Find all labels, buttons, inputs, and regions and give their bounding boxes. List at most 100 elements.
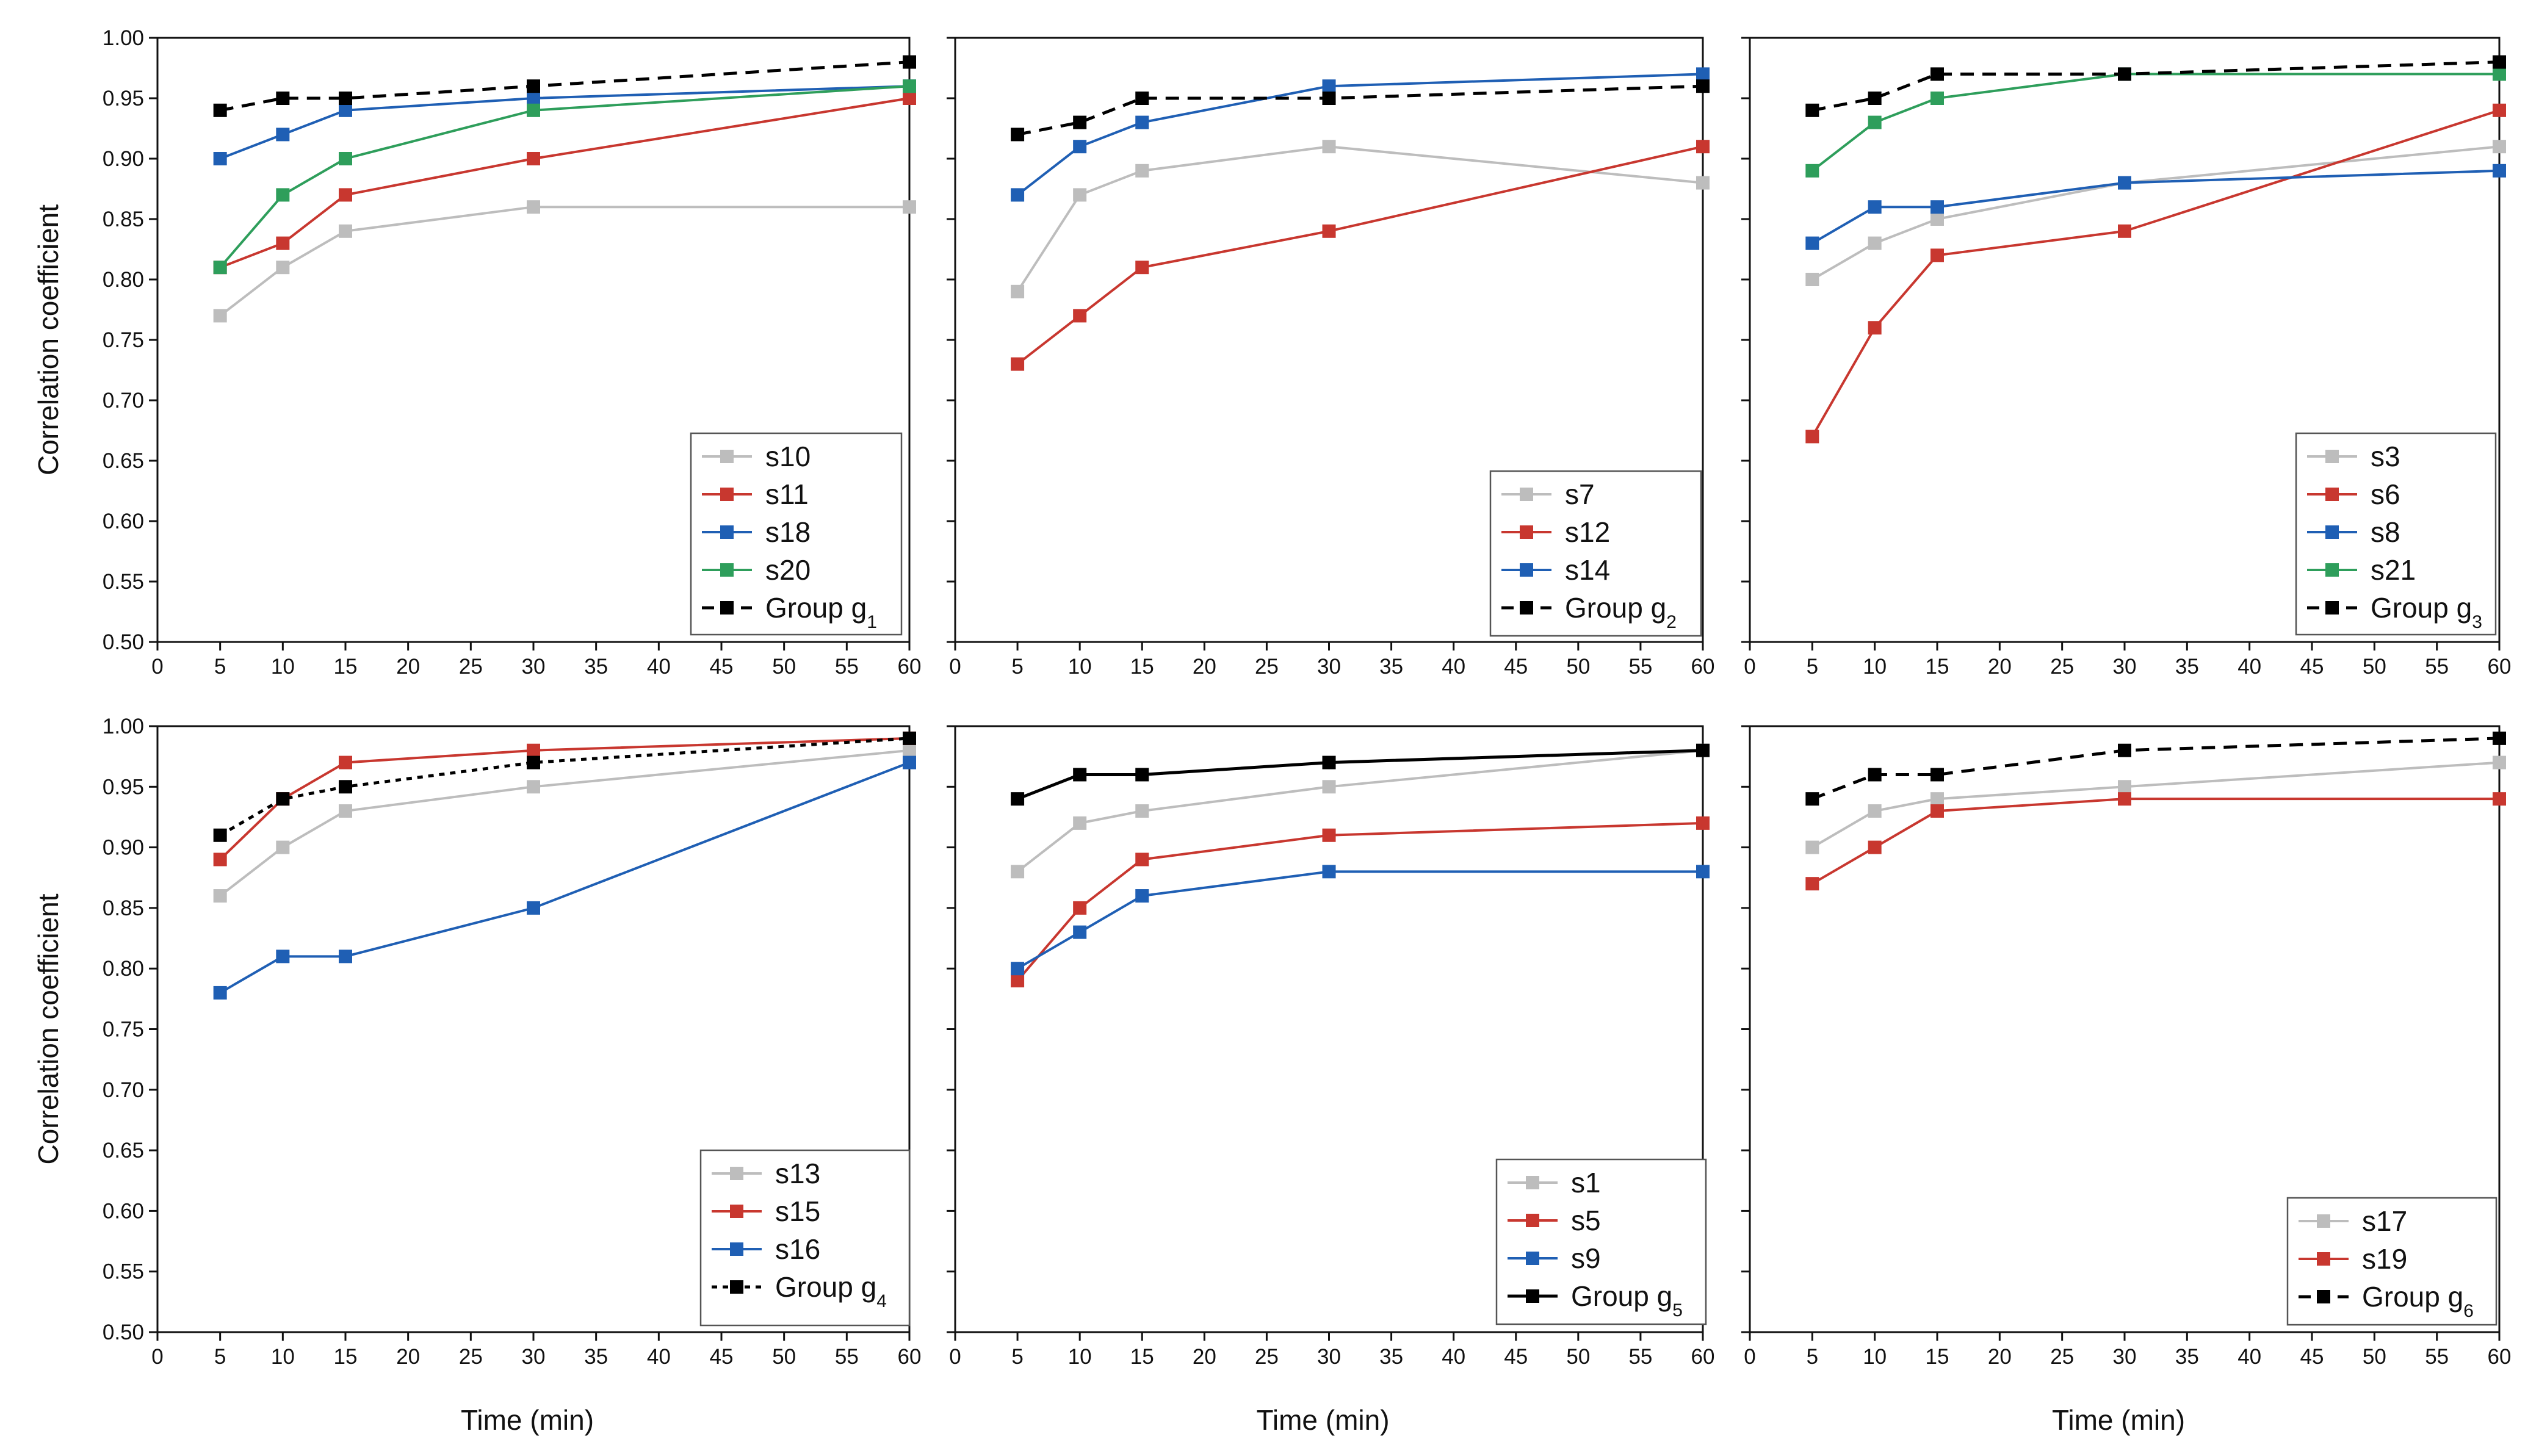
series-line — [219, 206, 909, 317]
y-tick-label: 0.90 — [103, 836, 144, 860]
x-tick-label: 20 — [396, 1345, 420, 1369]
data-point — [1696, 176, 1710, 190]
data-point — [2493, 164, 2506, 178]
legend-label: s5 — [1571, 1205, 1601, 1236]
legend-label: s6 — [2371, 478, 2400, 510]
data-point — [903, 200, 916, 214]
data-point — [339, 780, 352, 794]
legend-swatch-marker — [2325, 601, 2339, 614]
data-point — [1011, 284, 1025, 298]
x-tick-label: 15 — [1926, 1345, 1949, 1369]
x-tick-label: 25 — [1255, 655, 1279, 679]
x-tick-label: 55 — [2425, 655, 2449, 679]
legend-swatch-marker — [730, 1280, 743, 1294]
series-s1 — [1011, 743, 1710, 879]
legend-label: s14 — [1565, 554, 1610, 586]
x-tick-label: 5 — [1011, 1345, 1023, 1369]
data-point — [903, 743, 916, 757]
x-tick-label: 10 — [1068, 1345, 1092, 1369]
data-point — [1073, 115, 1087, 129]
legend-swatch-marker — [1520, 525, 1533, 539]
data-point — [213, 986, 227, 1000]
data-point — [1696, 79, 1710, 93]
y-tick-label: 0.55 — [103, 570, 144, 594]
data-point — [1696, 865, 1710, 879]
data-point — [276, 792, 290, 806]
series-line — [1811, 60, 2500, 112]
data-point — [1696, 816, 1710, 830]
data-point — [339, 103, 352, 117]
legend-swatch-marker — [1526, 1214, 1539, 1227]
data-point — [1135, 804, 1149, 818]
y-tick-label: 0.50 — [103, 630, 144, 654]
x-tick-label: 35 — [584, 1345, 608, 1369]
legend-label: s8 — [2371, 516, 2400, 548]
data-point — [1805, 840, 1819, 854]
data-point — [903, 731, 916, 745]
data-point — [1011, 357, 1025, 371]
x-tick-label: 55 — [1628, 1345, 1652, 1369]
x-tick-label: 5 — [214, 655, 226, 679]
data-point — [1135, 889, 1149, 903]
x-tick-label: 15 — [1130, 655, 1154, 679]
x-axis-title: Time (min) — [461, 1404, 594, 1436]
series-s18 — [213, 79, 916, 165]
x-tick-label: 25 — [1255, 1345, 1279, 1369]
y-tick-label: 0.70 — [103, 389, 144, 413]
x-tick-label: 60 — [2488, 655, 2512, 679]
series-line — [1016, 749, 1703, 873]
x-tick-label: 15 — [334, 1345, 358, 1369]
data-point — [1930, 67, 1944, 81]
legend-label: s16 — [775, 1233, 820, 1265]
x-tick-label: 60 — [898, 1345, 922, 1369]
x-tick-label: 60 — [1691, 1345, 1715, 1369]
y-tick-label: 0.95 — [103, 87, 144, 110]
series-line — [219, 749, 910, 897]
data-point — [1011, 974, 1025, 988]
series-s19 — [1805, 792, 2506, 891]
data-point — [1868, 200, 1882, 214]
legend-label: s1 — [1571, 1167, 1601, 1198]
x-tick-label: 20 — [1193, 655, 1216, 679]
series-group-g2 — [1011, 79, 1710, 142]
legend-swatch-marker — [730, 1167, 743, 1180]
data-point — [213, 152, 227, 165]
series-s6 — [1805, 103, 2506, 444]
data-point — [2493, 731, 2506, 745]
x-tick-label: 60 — [898, 655, 922, 679]
series-line — [219, 761, 910, 994]
legend-swatch-marker — [1526, 1289, 1539, 1303]
data-point — [339, 92, 352, 105]
x-tick-label: 45 — [710, 655, 734, 679]
x-axis-title: Time (min) — [2052, 1404, 2185, 1436]
x-tick-label: 35 — [2175, 1345, 2199, 1369]
x-tick-label: 55 — [2425, 1345, 2449, 1369]
x-tick-label: 10 — [271, 1345, 295, 1369]
x-tick-label: 50 — [1566, 655, 1590, 679]
x-tick-label: 5 — [1807, 1345, 1818, 1369]
data-point — [339, 188, 352, 202]
data-point — [1930, 212, 1944, 226]
legend-label: s10 — [765, 441, 811, 472]
x-tick-label: 55 — [835, 655, 859, 679]
x-tick-label: 35 — [1379, 655, 1403, 679]
x-tick-label: 40 — [1442, 655, 1465, 679]
x-tick-label: 30 — [2113, 655, 2137, 679]
data-point — [276, 950, 290, 964]
series-s3 — [1805, 140, 2506, 286]
y-tick-label: 0.65 — [103, 449, 144, 473]
x-tick-label: 45 — [1504, 1345, 1528, 1369]
series-line — [219, 97, 910, 269]
panel-top-left: 0 5 10 15 20 25 30 35 40 45 50 55 60 0.50 0.55 0.60 0.65… — [32, 26, 921, 679]
x-tick-label: 60 — [1691, 655, 1715, 679]
data-point — [213, 309, 227, 323]
data-point — [213, 261, 227, 275]
data-point — [1322, 140, 1336, 154]
data-point — [1073, 768, 1087, 782]
x-tick-label: 0 — [1744, 655, 1755, 679]
data-point — [1322, 828, 1336, 842]
y-tick-label: 0.75 — [103, 328, 144, 352]
legend-label: s18 — [765, 516, 811, 548]
data-point — [1930, 804, 1944, 818]
